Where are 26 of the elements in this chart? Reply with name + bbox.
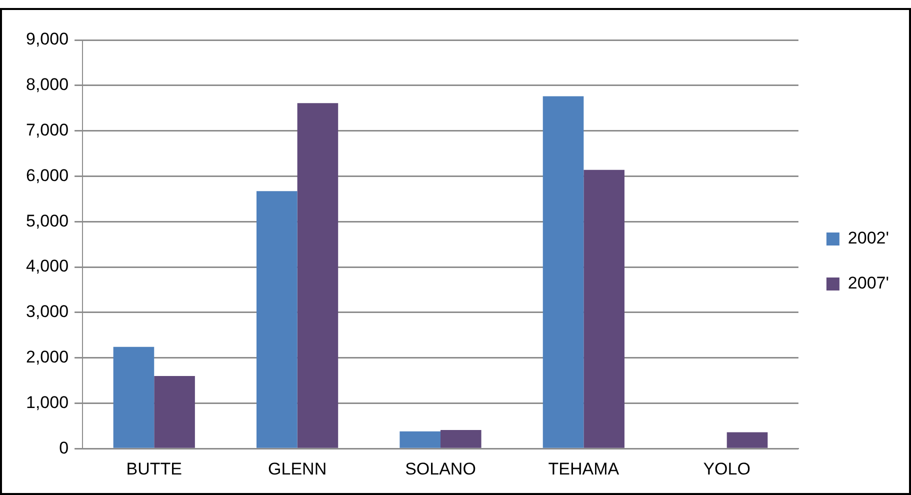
bar [256, 191, 298, 448]
y-tick-label: 7,000 [26, 120, 69, 140]
y-tick-label: 0 [59, 438, 69, 458]
legend-label: 2007' [848, 274, 890, 293]
legend-label: 2002' [848, 228, 890, 248]
y-tick-label: 2,000 [26, 347, 69, 366]
y-tick-label: 9,000 [26, 30, 69, 49]
y-tick-label: 5,000 [26, 211, 69, 230]
bar [154, 376, 195, 448]
x-tick-label: TEHAMA [548, 459, 620, 478]
x-tick-label: SOLANO [405, 459, 476, 478]
y-tick-label: 1,000 [26, 392, 69, 412]
y-tick-label: 3,000 [26, 302, 69, 322]
bar [584, 170, 624, 448]
bar [297, 103, 338, 448]
y-tick-label: 8,000 [26, 75, 69, 94]
x-tick-label: BUTTE [126, 459, 182, 478]
bar [542, 96, 584, 448]
bar [726, 432, 768, 448]
bar [113, 346, 154, 448]
x-tick-label: YOLO [703, 459, 750, 478]
y-tick-label: 4,000 [26, 256, 69, 276]
bar [400, 431, 440, 448]
x-tick-label: GLENN [268, 459, 327, 478]
bar [440, 430, 482, 448]
y-tick-label: 6,000 [26, 166, 69, 185]
